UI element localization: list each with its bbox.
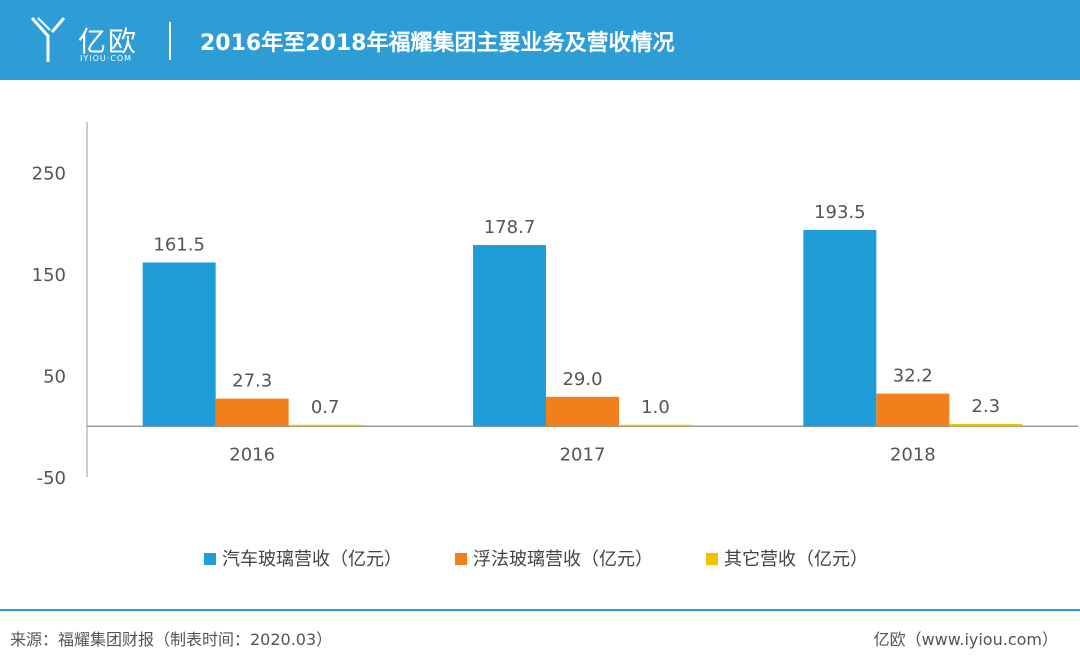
- footer-divider: [0, 609, 1080, 611]
- data-label-2018-series-1: 32.2: [893, 366, 933, 387]
- logo-subtext: IYIOU·COM: [80, 54, 133, 63]
- y-tick-label: 50: [43, 367, 66, 388]
- data-label-2018-series-0: 193.5: [814, 202, 866, 223]
- header-divider: [169, 22, 171, 60]
- x-tick-label-2018: 2018: [890, 444, 936, 465]
- bar-2018-series-1: [876, 393, 950, 427]
- legend-item-auto-glass: 汽车玻璃营收（亿元）: [204, 545, 402, 571]
- legend-item-other: 其它营收（亿元）: [706, 545, 868, 571]
- page-title: 2016年至2018年福耀集团主要业务及营收情况: [200, 31, 675, 56]
- legend-label-float-glass: 浮法玻璃营收（亿元）: [473, 549, 653, 570]
- footer-brand: 亿欧（www.iyiou.com）: [873, 630, 1058, 649]
- bar-2017-series-1: [546, 396, 619, 427]
- legend-swatch-other: [706, 553, 718, 565]
- bar-2017-series-0: [473, 245, 546, 427]
- iyiou-logo: 亿欧 IYIOU·COM: [28, 14, 148, 66]
- bar-2016-series-2: [288, 424, 362, 427]
- y-tick-label: 150: [32, 265, 66, 286]
- data-label-2017-series-1: 29.0: [562, 369, 602, 390]
- bar-2018-series-0: [803, 230, 877, 427]
- bar-2016-series-0: [142, 262, 216, 427]
- chart-legend: 汽车玻璃营收（亿元） 浮法玻璃营收（亿元） 其它营收（亿元）: [0, 545, 1080, 571]
- header-bar: 亿欧 IYIOU·COM 2016年至2018年福耀集团主要业务及营收情况: [0, 0, 1080, 80]
- data-label-2016-series-1: 27.3: [232, 371, 272, 392]
- bar-2016-series-1: [215, 398, 289, 427]
- data-label-2016-series-0: 161.5: [153, 234, 205, 255]
- x-tick-label-2016: 2016: [229, 444, 275, 465]
- logo-y-icon: [30, 17, 66, 62]
- data-label-2018-series-2: 2.3: [972, 396, 1001, 417]
- y-tick-label: -50: [37, 468, 66, 489]
- data-label-2016-series-2: 0.7: [311, 397, 340, 418]
- y-tick-label: 250: [32, 164, 66, 185]
- data-label-2017-series-0: 178.7: [484, 217, 536, 238]
- bar-chart: 250 150 50 -50 161.5 27.3 0.7 178.7 29.0 1.0 193.…: [32, 122, 1078, 489]
- footer-source: 来源：福耀集团财报（制表时间：2020.03）: [10, 630, 333, 649]
- x-tick-label-2017: 2017: [560, 444, 606, 465]
- data-label-2017-series-2: 1.0: [641, 397, 670, 418]
- logo-text: 亿欧: [78, 25, 139, 58]
- legend-label-other: 其它营收（亿元）: [724, 549, 868, 570]
- bar-2017-series-2: [619, 424, 692, 427]
- legend-swatch-float-glass: [455, 553, 467, 565]
- legend-swatch-auto-glass: [204, 553, 216, 565]
- legend-label-auto-glass: 汽车玻璃营收（亿元）: [222, 549, 402, 570]
- legend-item-float-glass: 浮法玻璃营收（亿元）: [455, 545, 653, 571]
- bar-2018-series-2: [949, 423, 1023, 427]
